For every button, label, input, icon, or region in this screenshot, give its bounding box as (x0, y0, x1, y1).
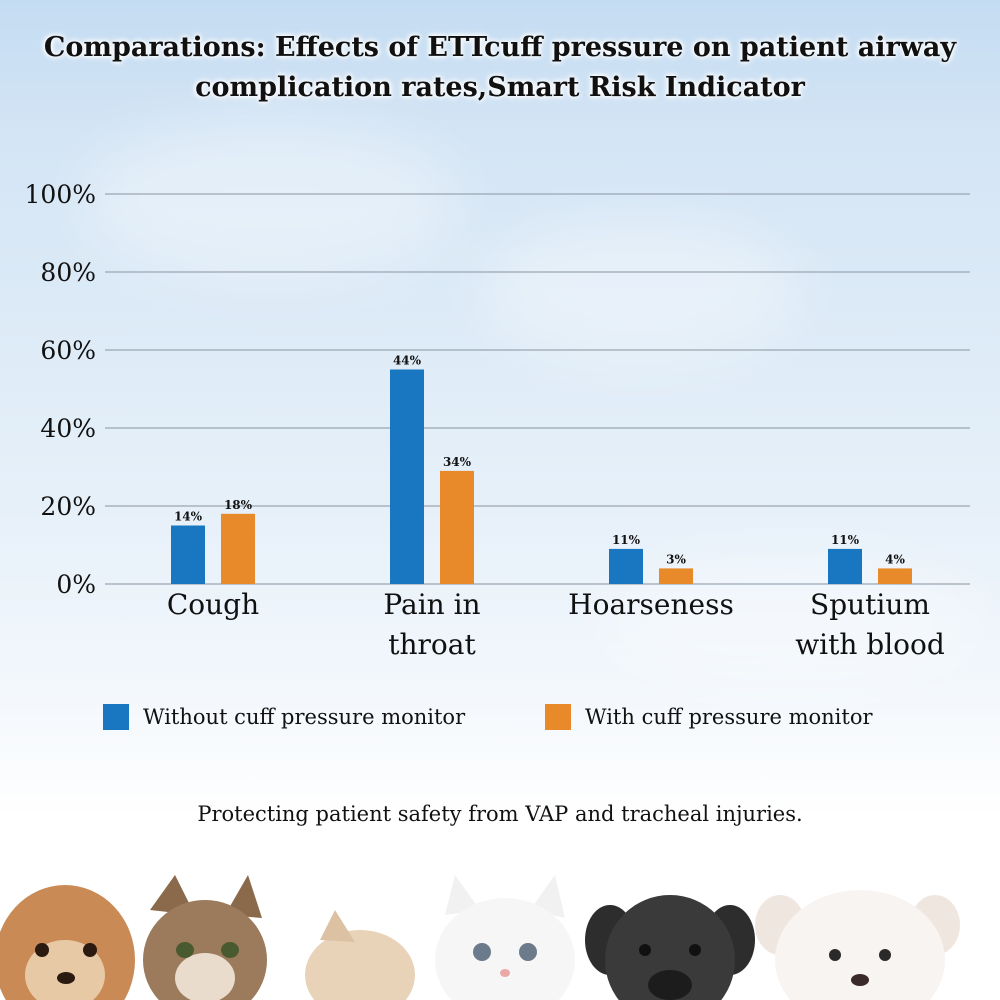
y-tick-label: 20% (40, 492, 96, 521)
puppy-image (585, 895, 755, 1000)
legend-label: Without cuff pressure monitor (143, 705, 466, 729)
puppy-image (0, 885, 135, 1000)
y-tick-label: 80% (40, 258, 96, 287)
bar (659, 568, 693, 584)
kitten-image (435, 875, 575, 1000)
data-label: 11% (831, 533, 860, 547)
data-label: 4% (885, 552, 905, 566)
kitten-image (305, 910, 415, 1000)
x-category-label: Hoarseness (568, 588, 734, 621)
background-cloud (480, 220, 800, 360)
legend-swatch-blue (103, 704, 129, 730)
data-label: 14% (174, 510, 203, 524)
bar (440, 470, 474, 584)
data-label: 18% (224, 498, 253, 512)
x-category-label: Cough (167, 588, 259, 621)
y-axis-ticks: 0% 20% 40% 60% 80% 100% (25, 180, 96, 599)
bar (878, 568, 912, 584)
grid-lines (105, 193, 970, 585)
background-cloud (80, 120, 460, 280)
data-label: 11% (612, 533, 641, 547)
puppy-image (755, 890, 960, 1000)
kitten-image (143, 875, 267, 1000)
bars: 14% 18% 44% 34% 11% 3% 11% 4% (171, 354, 912, 584)
x-category-label: Pain in (383, 588, 480, 621)
y-tick-label: 0% (56, 570, 96, 599)
legend-swatch-orange (545, 704, 571, 730)
chart-title-text: Comparations: Effects of ETTcuff pressur… (43, 32, 957, 103)
legend-item-with-monitor: With cuff pressure monitor (545, 703, 873, 731)
data-label: 44% (393, 354, 422, 368)
legend-label: With cuff pressure monitor (585, 705, 873, 729)
y-tick-label: 40% (40, 414, 96, 443)
chart-title: Comparations: Effects of ETTcuff pressur… (0, 28, 1000, 108)
x-category-label: with blood (795, 628, 945, 661)
y-tick-label: 100% (25, 180, 96, 209)
bar (609, 548, 643, 584)
bar (171, 525, 205, 584)
legend-item-without-monitor: Without cuff pressure monitor (103, 703, 465, 731)
x-category-label: Sputium (810, 588, 930, 621)
footer-tagline: Protecting patient safety from VAP and t… (197, 802, 803, 826)
data-label: 3% (666, 552, 686, 566)
data-label: 34% (443, 455, 472, 469)
bar (828, 548, 862, 584)
y-tick-label: 60% (40, 336, 96, 365)
x-axis-categories: Cough Pain in throat Hoarseness Sputium with … (167, 588, 945, 661)
bar (221, 513, 255, 584)
bar-chart: 0% 20% 40% 60% 80% 100% 14% 18% 44% 34% 11% 3% 11% 4… (25, 180, 970, 661)
x-category-label: throat (388, 628, 476, 661)
bar (390, 369, 424, 584)
pets-photo (0, 875, 960, 1000)
